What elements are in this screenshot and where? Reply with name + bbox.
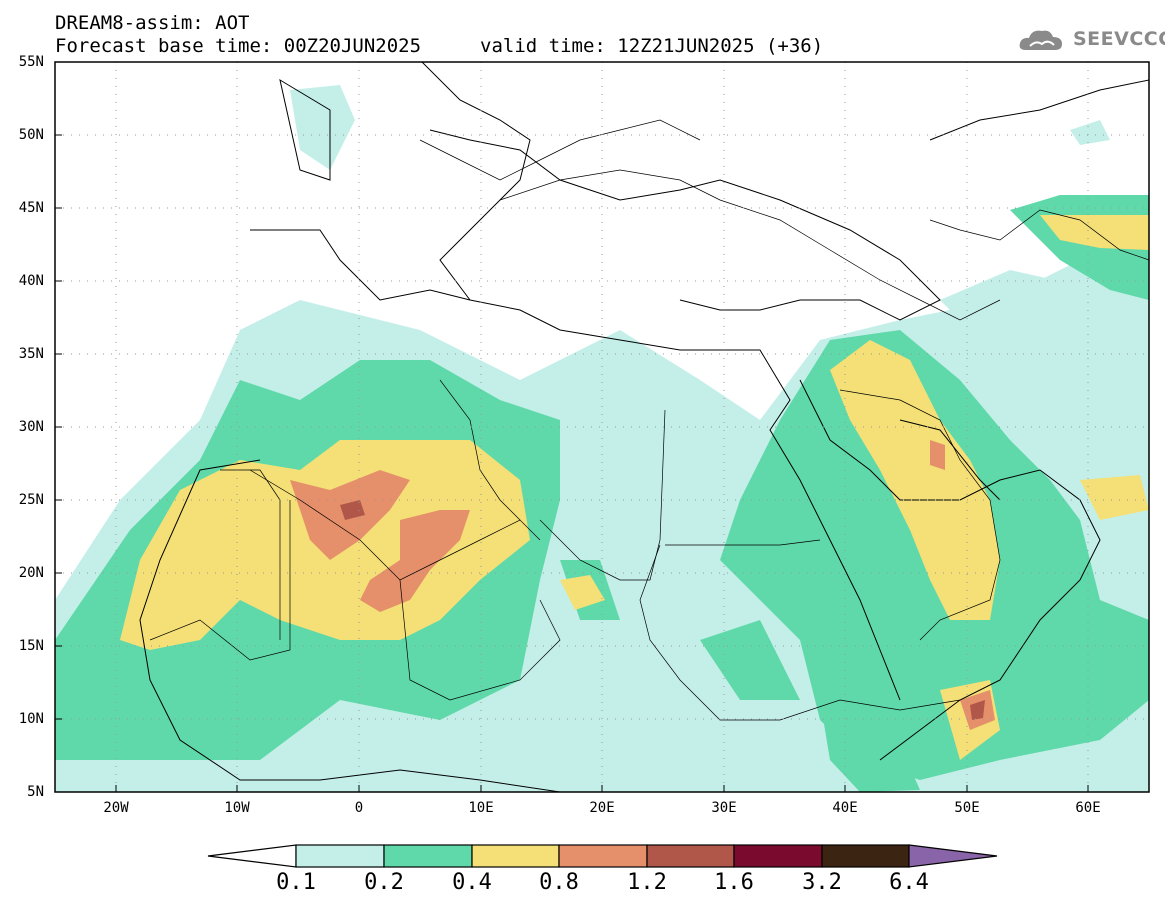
lon-label: 10E [468,800,494,816]
lon-label: 20E [589,800,615,816]
lat-label: 10N [18,711,44,727]
colorbar-label: 0.2 [364,870,404,895]
colorbar-label: 0.1 [276,870,316,895]
valid-time: valid time: 12Z21JUN2025 (+36) [480,35,824,57]
lat-label: 35N [18,346,44,362]
cloud-logo-icon [1019,30,1062,50]
borders [149,119,1149,721]
axis-ticks [55,61,1089,793]
lon-label: 10W [224,800,250,816]
lat-label: 25N [18,492,44,508]
colorbar-label: 1.6 [714,870,754,895]
colorbar-label: 0.8 [539,870,579,895]
forecast-base-time: Forecast base time: 00Z20JUN2025 [55,35,422,57]
lat-label: 50N [18,127,44,143]
colorbar-label: 0.4 [452,870,492,895]
lat-label: 15N [18,638,44,654]
grid [55,62,1149,792]
aot-band-0.4 [120,215,1149,760]
lat-label: 5N [27,784,44,800]
lat-label: 30N [18,419,44,435]
map-title: DREAM8-assim: AOT [55,12,250,34]
lon-label: 20W [103,800,129,816]
colorbar-label: 1.2 [627,870,667,895]
lon-label: 40E [832,800,858,816]
lon-label: 50E [954,800,980,816]
colorbar-label: 3.2 [802,870,842,895]
lat-label: 55N [18,54,44,70]
lon-label: 60E [1075,800,1101,816]
logo-text: SEEVCCC [1073,28,1165,50]
colorbar-label: 6.4 [889,870,929,895]
lat-label: 45N [18,200,44,216]
lon-label: 30E [711,800,737,816]
lat-label: 20N [18,565,44,581]
lon-label: 0 [354,800,364,816]
aot-band-1.2 [340,500,985,720]
lat-label: 40N [18,273,44,289]
